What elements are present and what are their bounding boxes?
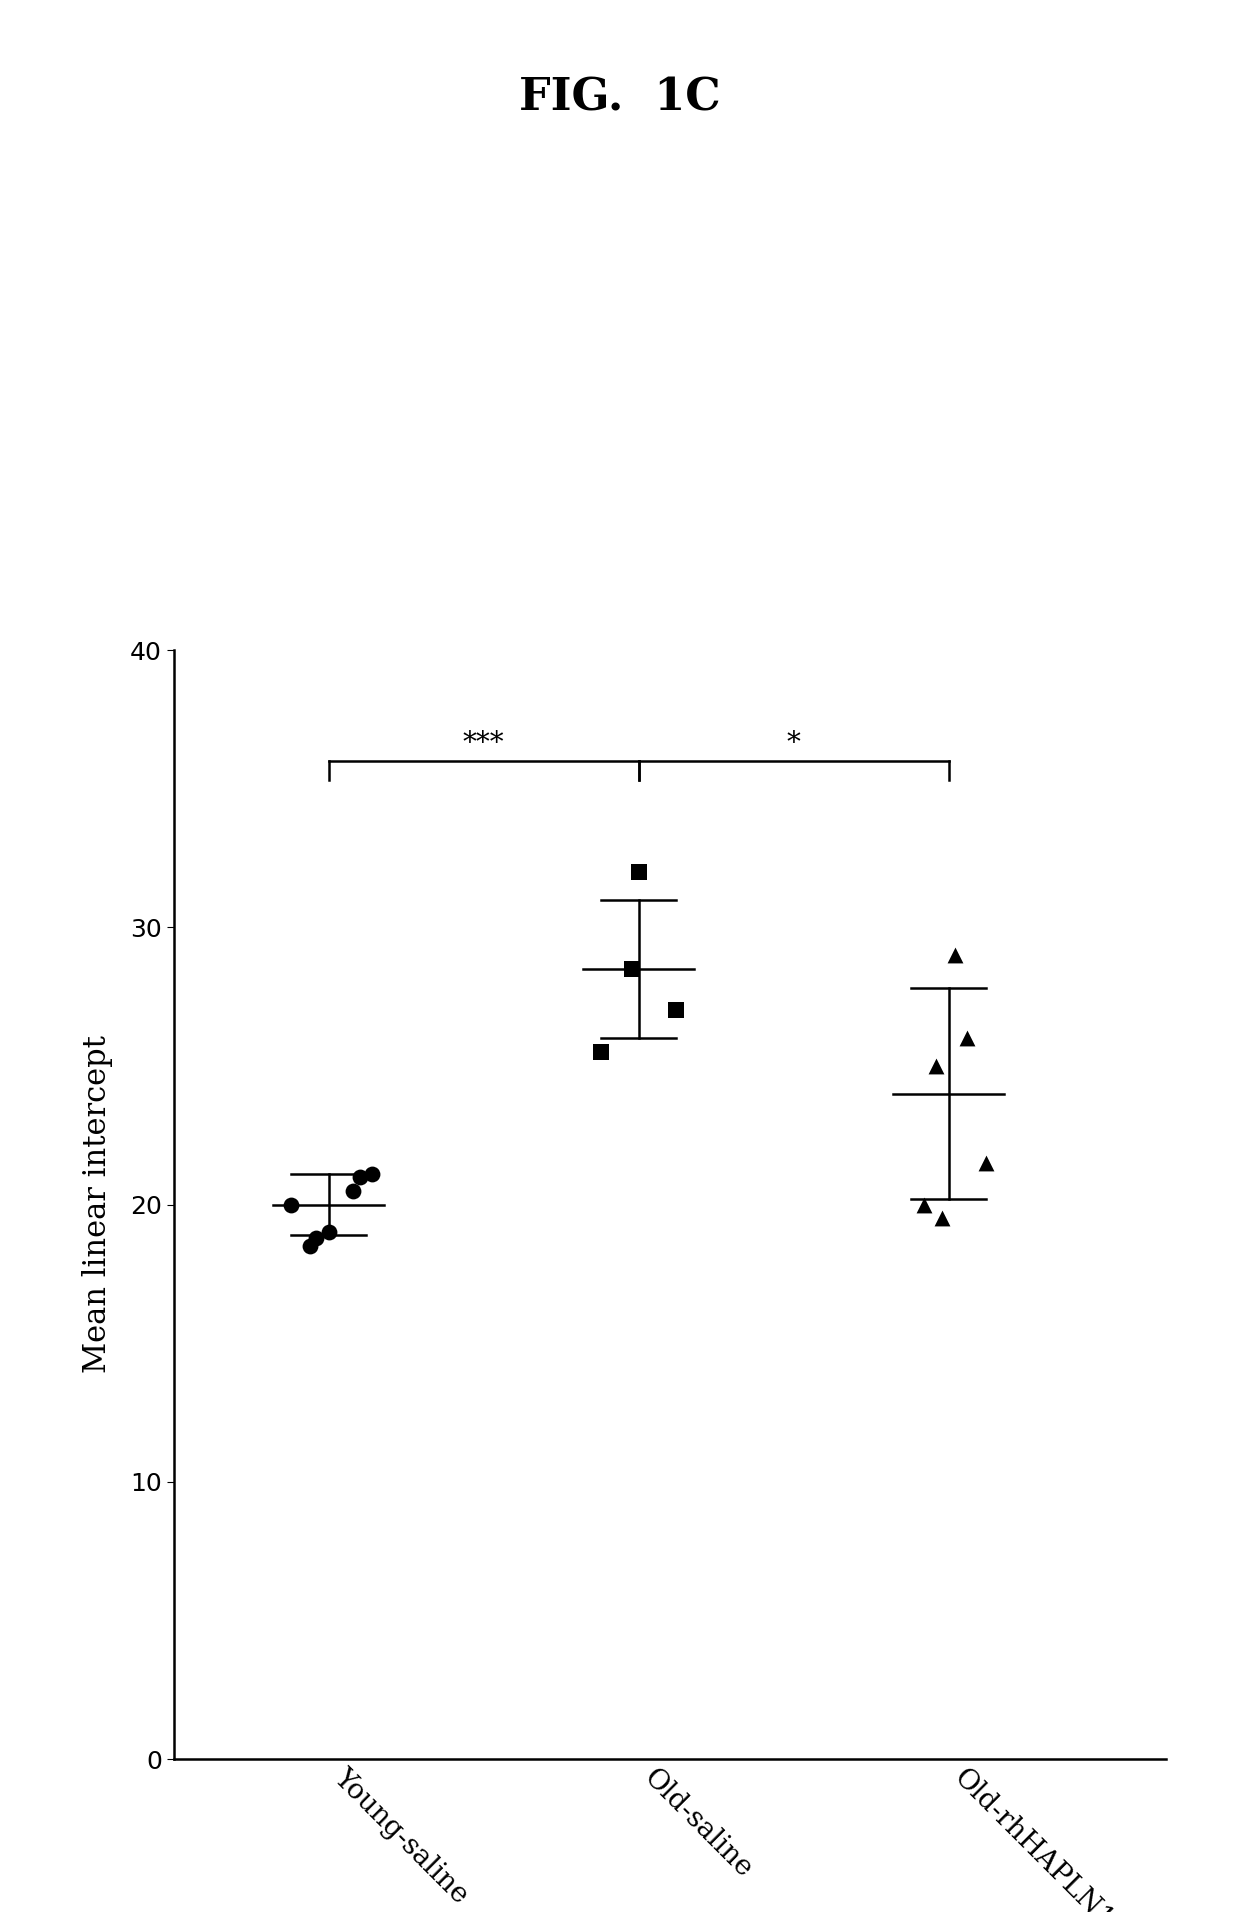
Point bbox=[957, 1023, 977, 1054]
Point bbox=[622, 954, 642, 985]
Point bbox=[343, 1176, 363, 1206]
Point bbox=[591, 1036, 611, 1067]
Point bbox=[666, 996, 686, 1027]
Point bbox=[932, 1203, 952, 1233]
Point bbox=[629, 857, 649, 887]
Y-axis label: Mean linear intercept: Mean linear intercept bbox=[82, 1036, 113, 1373]
Text: *: * bbox=[786, 730, 801, 757]
Point bbox=[281, 1189, 301, 1220]
Point bbox=[350, 1162, 370, 1193]
Point bbox=[945, 941, 965, 971]
Point bbox=[976, 1147, 996, 1178]
Point bbox=[306, 1222, 326, 1252]
Text: ***: *** bbox=[463, 730, 505, 757]
Point bbox=[914, 1189, 934, 1220]
Point bbox=[362, 1159, 382, 1189]
Point bbox=[926, 1052, 946, 1082]
Point bbox=[300, 1231, 320, 1262]
Text: FIG.  1C: FIG. 1C bbox=[520, 76, 720, 119]
Point bbox=[319, 1218, 339, 1249]
